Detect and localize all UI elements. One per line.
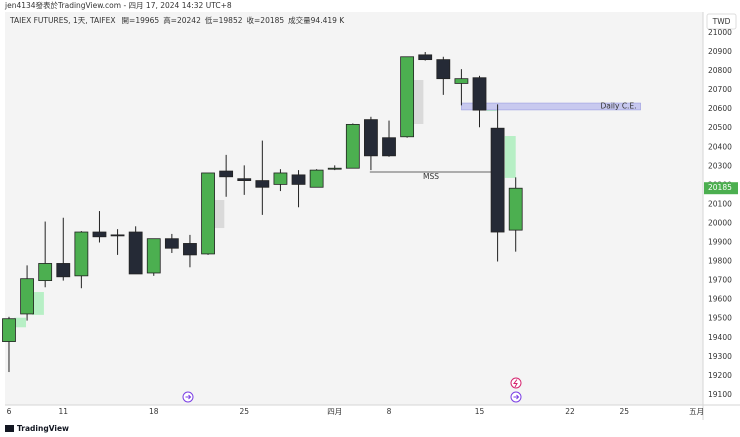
plot-area xyxy=(5,12,703,405)
last-price-label: 20185 xyxy=(708,183,732,192)
candle-body xyxy=(128,231,143,275)
candle-body xyxy=(219,170,234,178)
candle-body xyxy=(273,172,288,185)
candle-body xyxy=(38,263,53,282)
candle-body xyxy=(110,234,125,237)
y-tick-label: 21000 xyxy=(708,28,732,37)
y-tick-label: 20600 xyxy=(708,104,732,113)
candle-body xyxy=(508,187,523,231)
candle-body xyxy=(20,278,34,315)
candle-body xyxy=(345,123,360,169)
y-tick-label: 20500 xyxy=(708,123,732,132)
zone xyxy=(14,317,26,328)
candle-body xyxy=(2,318,16,342)
ohlc-label: 收= xyxy=(247,15,261,25)
y-tick-label: 20700 xyxy=(708,85,732,94)
y-tick-label: 19100 xyxy=(708,390,732,399)
ohlc-value: 19852 xyxy=(219,16,243,25)
y-tick-label: 20300 xyxy=(708,161,732,170)
candle-body xyxy=(418,54,433,61)
y-tick-label: 19700 xyxy=(708,276,732,285)
daily-ce-band xyxy=(461,102,641,111)
mss-label: MSS xyxy=(423,172,439,181)
ohlc-label: 低= xyxy=(205,15,219,25)
y-tick-label: 19600 xyxy=(708,295,732,304)
x-tick-label: 22 xyxy=(565,407,575,416)
x-tick-label: 四月 xyxy=(327,407,342,416)
x-tick-label: 6 xyxy=(7,407,12,416)
candle-body xyxy=(146,238,161,274)
candle-body xyxy=(56,263,71,278)
legend: TAIEX FUTURES, 1天, TAIFEX 開=19965 高=20242 低… xyxy=(9,15,345,25)
x-tick-label: 25 xyxy=(620,407,630,416)
y-tick-label: 19300 xyxy=(708,352,732,361)
ohlc-label: 高= xyxy=(163,15,177,25)
candle-body xyxy=(309,169,324,188)
candle-body xyxy=(255,180,270,188)
y-tick-label: 20100 xyxy=(708,199,732,208)
currency-box[interactable] xyxy=(706,13,737,30)
y-tick-label: 19500 xyxy=(708,314,732,323)
zone xyxy=(412,80,424,125)
ohlc-value: 19965 xyxy=(135,16,159,25)
currency[interactable]: TWD xyxy=(712,17,731,26)
byline: jen4134發表於TradingView.com - 四月 17, 2024 … xyxy=(4,0,232,10)
y-tick-label: 20800 xyxy=(708,66,732,75)
event-icon-arrow xyxy=(185,394,192,400)
event-icon-arrow xyxy=(513,394,520,400)
x-tick-label: 18 xyxy=(149,407,159,416)
x-tick-label: 五月 xyxy=(689,407,704,416)
candle-body xyxy=(201,172,215,255)
candle-body xyxy=(164,238,179,249)
y-tick-label: 20000 xyxy=(708,218,732,227)
y-tick-label: 19800 xyxy=(708,257,732,266)
logo: TradingView xyxy=(5,424,69,433)
candle-body xyxy=(291,174,306,185)
dividend-icon-bolt xyxy=(513,379,518,388)
x-tick-label: 11 xyxy=(58,407,68,416)
logo-text: TradingView xyxy=(17,424,69,433)
candle-body xyxy=(74,231,89,277)
candle-body xyxy=(92,231,107,238)
last-price-tag xyxy=(704,182,738,195)
candle-body xyxy=(327,167,342,170)
y-tick-label: 19400 xyxy=(708,333,732,342)
candle-body xyxy=(183,243,197,256)
candle-body xyxy=(472,77,487,111)
ohlc-label: 開= xyxy=(122,16,136,25)
candle-body xyxy=(400,56,415,138)
candle-body xyxy=(490,127,505,233)
volume: 成交量94.419 K xyxy=(288,15,345,25)
ohlc-value: 20242 xyxy=(177,16,201,25)
daily-ce-label: Daily C.E. xyxy=(600,101,636,110)
candle-body xyxy=(454,78,469,84)
y-tick-label: 20900 xyxy=(708,47,732,56)
zone xyxy=(31,292,44,315)
y-tick-label: 19200 xyxy=(708,371,732,380)
candle-body xyxy=(364,119,378,157)
x-tick-label: 8 xyxy=(387,407,392,416)
candle-body xyxy=(382,137,396,157)
x-tick-label: 25 xyxy=(239,407,249,416)
x-tick-label: 15 xyxy=(475,407,485,416)
candle-body xyxy=(436,59,451,80)
symbol: TAIEX FUTURES, 1天, TAIFEX xyxy=(9,16,116,25)
y-tick-label: 19900 xyxy=(708,238,732,247)
ohlc-value: 20185 xyxy=(260,16,284,25)
zone xyxy=(504,136,516,178)
candle-body xyxy=(237,178,252,181)
y-tick-label: 20400 xyxy=(708,142,732,151)
